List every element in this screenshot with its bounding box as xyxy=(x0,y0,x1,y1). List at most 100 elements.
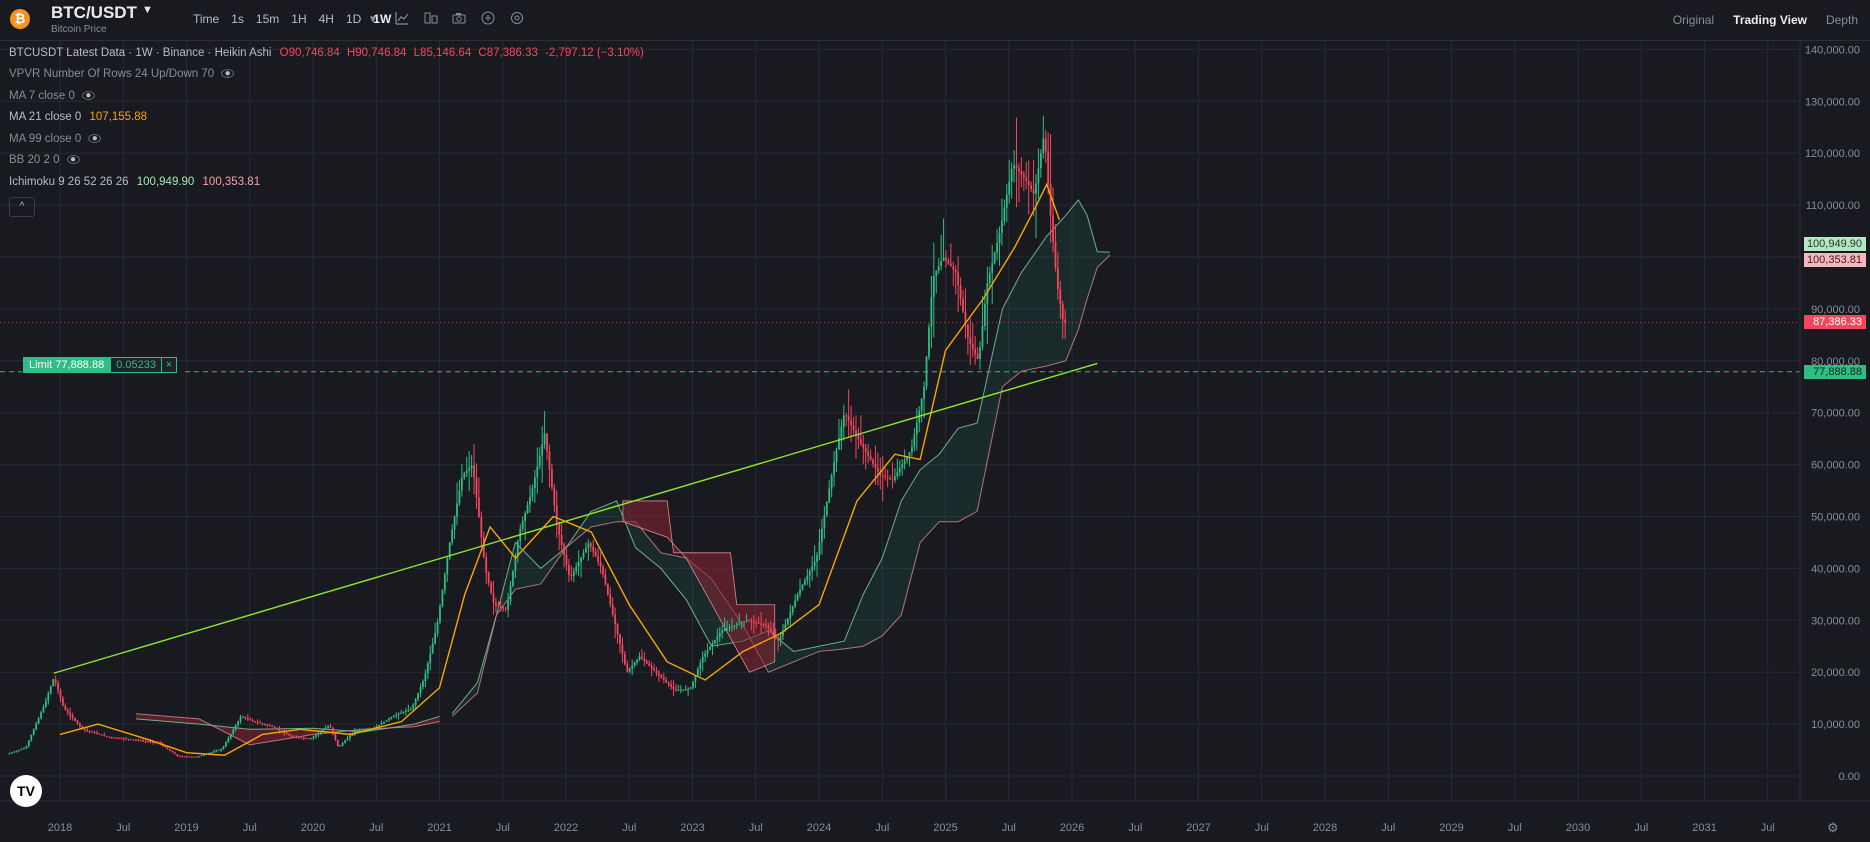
legend-vpvr[interactable]: VPVR Number Of Rows 24 Up/Down 70 ● xyxy=(9,68,235,80)
candle-body xyxy=(504,608,507,610)
candle-body xyxy=(821,528,823,543)
candle-body xyxy=(473,465,475,478)
eye-icon[interactable]: ● xyxy=(221,69,235,79)
eye-icon[interactable]: ● xyxy=(66,155,80,165)
interval-time[interactable]: Time xyxy=(193,12,220,26)
candle-body xyxy=(478,497,480,518)
candle-body xyxy=(222,746,225,750)
senkou-b-line xyxy=(451,254,1111,717)
candle-body xyxy=(261,723,264,725)
candle-body xyxy=(550,469,553,488)
symbol-dropdown-icon[interactable]: ▼ xyxy=(142,4,153,16)
camera-icon[interactable] xyxy=(451,11,467,27)
symbol-title[interactable]: BTC/USDT xyxy=(51,3,137,22)
candle-body xyxy=(767,625,770,629)
legend-ma21[interactable]: MA 21 close 0 107,155.88 xyxy=(9,111,147,123)
interval-15m[interactable]: 15m xyxy=(255,12,280,26)
candle-body xyxy=(363,729,366,731)
candle-body xyxy=(577,562,580,567)
candle-body xyxy=(626,664,629,672)
limit-order-qty[interactable]: 0.05233 xyxy=(110,357,162,373)
candle-body xyxy=(779,636,782,641)
collapse-legend-button[interactable]: ^ xyxy=(9,197,35,217)
candle-body xyxy=(144,740,147,742)
candle-body xyxy=(665,679,668,683)
legend-bb[interactable]: BB 20 2 0 ● xyxy=(9,154,80,166)
settings-icon[interactable] xyxy=(509,11,525,27)
limit-order-tag[interactable]: Limit 77,888.88 0.05233 × xyxy=(23,357,177,373)
legend-ma99[interactable]: MA 99 close 0 ● xyxy=(9,133,102,145)
interval-1w[interactable]: 1W xyxy=(373,12,392,26)
candle-body xyxy=(587,543,590,549)
candle-body xyxy=(1008,181,1011,195)
y-tick-label: 90,000.00 xyxy=(1811,304,1860,316)
candle-body xyxy=(341,742,344,746)
candle-body xyxy=(1042,138,1045,154)
candle-body xyxy=(66,710,69,713)
close-icon[interactable]: × xyxy=(161,357,177,373)
candle-body xyxy=(135,739,137,741)
candle-body xyxy=(884,476,887,478)
symbol-subtitle[interactable]: Bitcoin Price xyxy=(51,24,107,35)
indicators-icon[interactable] xyxy=(394,11,410,27)
legend-ichimoku[interactable]: Ichimoku 9 26 52 26 26 100,949.90 100,35… xyxy=(9,176,260,188)
candle-body xyxy=(728,627,731,629)
interval-1d[interactable]: 1D xyxy=(345,12,362,26)
candle-body xyxy=(96,732,98,734)
candle-body xyxy=(794,600,797,607)
candle-body xyxy=(952,266,955,270)
eye-icon[interactable]: ● xyxy=(81,91,95,101)
candle-body xyxy=(796,594,799,601)
view-depth[interactable]: Depth xyxy=(1825,13,1858,27)
interval-4h[interactable]: 4H xyxy=(318,12,334,26)
candle-body xyxy=(621,644,624,655)
candle-body xyxy=(288,734,291,736)
candle-body xyxy=(139,740,142,742)
candle-body xyxy=(448,542,451,559)
candle-body xyxy=(966,324,969,338)
interval-1h[interactable]: 1H xyxy=(291,12,307,26)
candle-body xyxy=(183,756,186,758)
view-trading-view[interactable]: Trading View xyxy=(1733,13,1807,27)
ichimoku-b-price-label: 100,353.81 xyxy=(1804,253,1866,268)
layout-icon[interactable] xyxy=(423,11,439,27)
candle-body xyxy=(439,606,441,623)
limit-order-label[interactable]: Limit 77,888.88 xyxy=(23,357,111,373)
candle-body xyxy=(838,438,840,450)
candle-body xyxy=(1044,138,1047,152)
candle-body xyxy=(171,750,174,753)
candle-body xyxy=(317,733,320,735)
candle-body xyxy=(553,487,556,506)
price-chart[interactable]: 140,000.00 130,000.00 120,000.00 110,000.00… xyxy=(0,41,1870,842)
add-icon[interactable] xyxy=(480,11,496,27)
candle-body xyxy=(176,754,179,756)
candle-body xyxy=(597,556,600,562)
candle-body xyxy=(390,717,393,719)
y-tick-label: 70,000.00 xyxy=(1811,408,1860,420)
candle-body xyxy=(69,712,72,716)
candle-body xyxy=(383,721,385,724)
x-tick-label: 2019 xyxy=(174,822,198,834)
chevron-down-icon[interactable]: ▾ xyxy=(369,11,377,26)
candle-body xyxy=(696,669,699,676)
candle-body xyxy=(745,620,748,622)
candle-body xyxy=(227,738,230,743)
candle-body xyxy=(869,455,872,460)
y-tick-label: 130,000.00 xyxy=(1805,96,1860,108)
tradingview-logo[interactable]: TV xyxy=(10,775,42,807)
candle-body xyxy=(332,727,334,734)
candle-body xyxy=(20,749,23,751)
candle-body xyxy=(582,552,585,558)
view-original[interactable]: Original xyxy=(1672,13,1715,27)
candle-body xyxy=(327,726,329,728)
settings-icon[interactable]: ⚙ xyxy=(1827,820,1839,835)
candle-body xyxy=(40,712,42,719)
interval-1s[interactable]: 1s xyxy=(231,12,244,26)
candle-body xyxy=(998,233,1001,244)
candle-body xyxy=(823,515,826,529)
candle-body xyxy=(130,739,132,741)
limit-price-label: 77,888.88 xyxy=(1804,364,1866,379)
legend-ma7[interactable]: MA 7 close 0 ● xyxy=(9,90,95,102)
candle-body xyxy=(259,722,261,724)
eye-icon[interactable]: ● xyxy=(88,134,102,144)
